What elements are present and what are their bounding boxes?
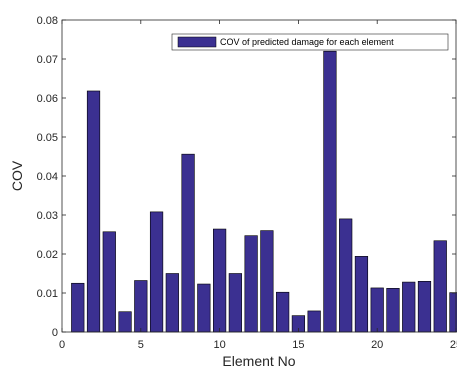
bar-element-22 [402,281,416,333]
bar-element-1 [71,282,85,333]
bar-element-23 [417,280,432,333]
bar-element-21 [386,288,400,333]
bars-group [71,50,457,333]
y-tick-label: 0.03 [37,210,58,222]
bar-element-10 [213,228,227,333]
plot-background [62,20,456,332]
bar-element-13 [260,230,274,333]
y-tick-label: 0.08 [37,15,58,27]
bar-element-18 [339,218,353,333]
y-tick-label: 0.05 [37,132,58,144]
x-tick-label: 15 [292,339,304,351]
x-tick-label: 25 [450,339,457,351]
y-tick-label: 0.02 [37,249,58,261]
x-tick-label: 20 [371,339,383,351]
x-axis: 0 5 10 15 20 25 [59,20,457,351]
y-tick-label: 0 [52,327,58,339]
bar-element-20 [370,287,384,333]
bar-element-4 [118,311,132,333]
bar-element-17 [323,50,337,333]
bar-element-14 [276,291,290,333]
y-tick-label: 0.06 [37,93,58,105]
bar-element-12 [244,235,258,333]
legend-label: COV of predicted damage for each element [220,37,394,47]
bar-element-16 [307,310,321,333]
y-tick-label: 0.07 [37,54,58,66]
bar-element-19 [354,256,369,333]
bar-element-11 [228,273,242,333]
bar-element-8 [181,153,195,333]
legend: COV of predicted damage for each element [171,33,449,51]
bar-element-5 [134,280,148,333]
bar-element-9 [197,283,211,333]
x-tick-label: 0 [59,339,65,351]
x-axis-title: Element No [222,353,295,369]
y-tick-label: 0.04 [37,171,58,183]
bar-element-7 [165,273,179,333]
x-tick-label: 10 [213,339,225,351]
bar-element-6 [149,211,164,333]
bar-element-24 [433,240,447,333]
y-axis-title: COV [9,160,25,191]
legend-box [171,33,449,51]
x-tick-label: 5 [138,339,144,351]
y-axis: 0 0.01 0.02 0.03 0.04 0.05 0.06 0.07 0.08 [37,15,456,339]
y-tick-label: 0.01 [37,288,58,300]
bar-element-2 [86,90,101,333]
legend-swatch [177,36,217,48]
bar-element-3 [102,231,116,333]
